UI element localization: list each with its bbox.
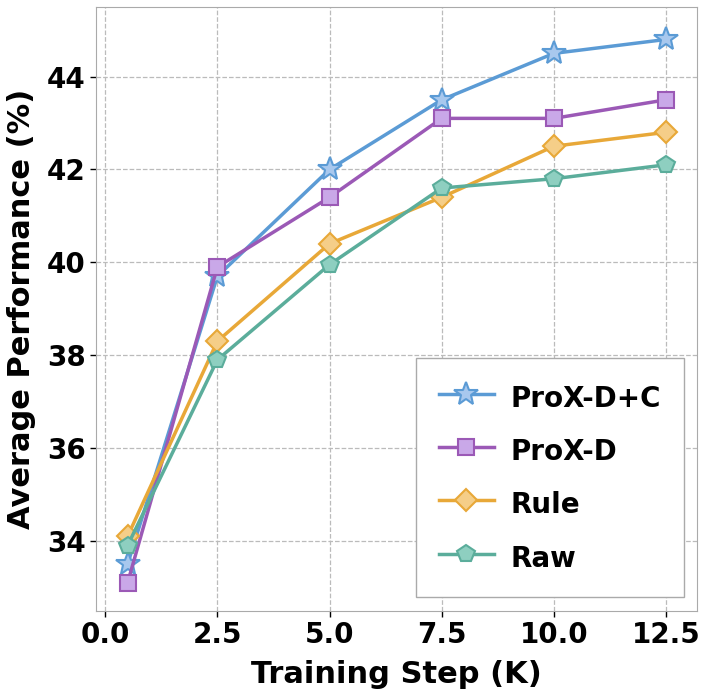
Line: ProX-D+C: ProX-D+C <box>115 27 679 576</box>
Rule <box>124 532 132 540</box>
ProX-D+C <box>124 560 132 568</box>
ProX-D <box>325 193 334 201</box>
Legend: ProX-D+C, ProX-D, Rule, Raw: ProX-D+C, ProX-D, Rule, Raw <box>416 358 684 596</box>
ProX-D+C <box>213 272 222 280</box>
Raw <box>325 260 334 269</box>
ProX-D+C <box>550 49 558 58</box>
ProX-D <box>662 95 670 104</box>
ProX-D <box>213 263 222 271</box>
Rule <box>550 142 558 150</box>
ProX-D <box>437 114 446 122</box>
Raw <box>213 356 222 364</box>
Line: Rule: Rule <box>120 125 674 544</box>
ProX-D+C <box>325 165 334 173</box>
Rule <box>213 337 222 345</box>
Rule <box>662 128 670 136</box>
Rule <box>437 193 446 201</box>
ProX-D+C <box>437 95 446 104</box>
X-axis label: Training Step (K): Training Step (K) <box>251 660 542 689</box>
Raw <box>550 175 558 183</box>
Rule <box>325 239 334 248</box>
Raw <box>662 161 670 169</box>
Y-axis label: Average Performance (%): Average Performance (%) <box>7 88 36 529</box>
Line: ProX-D: ProX-D <box>120 92 674 590</box>
Raw <box>437 184 446 192</box>
Raw <box>124 541 132 550</box>
ProX-D <box>550 114 558 122</box>
ProX-D <box>124 578 132 587</box>
Line: Raw: Raw <box>119 156 675 555</box>
ProX-D+C <box>662 35 670 44</box>
